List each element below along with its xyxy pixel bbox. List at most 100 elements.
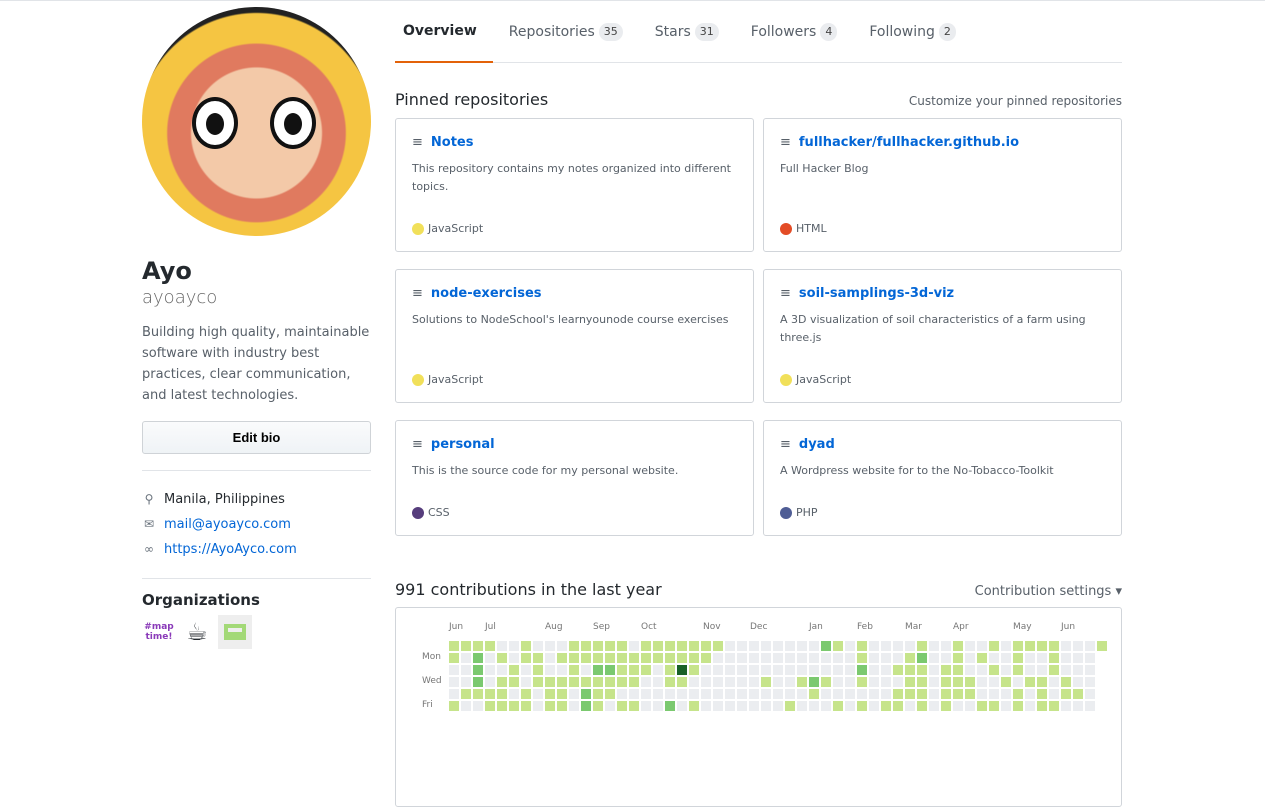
contribution-day-cell[interactable] xyxy=(821,689,831,699)
contribution-day-cell[interactable] xyxy=(569,665,579,675)
contribution-day-cell[interactable] xyxy=(917,653,927,663)
contribution-day-cell[interactable] xyxy=(485,653,495,663)
contribution-day-cell[interactable] xyxy=(965,653,975,663)
contribution-day-cell[interactable] xyxy=(497,641,507,651)
contribution-day-cell[interactable] xyxy=(521,701,531,711)
contribution-day-cell[interactable] xyxy=(773,689,783,699)
contribution-day-cell[interactable] xyxy=(917,641,927,651)
contribution-day-cell[interactable] xyxy=(713,653,723,663)
contribution-day-cell[interactable] xyxy=(521,641,531,651)
contribution-day-cell[interactable] xyxy=(953,641,963,651)
contribution-day-cell[interactable] xyxy=(1025,677,1035,687)
contribution-day-cell[interactable] xyxy=(605,653,615,663)
contribution-day-cell[interactable] xyxy=(917,665,927,675)
contribution-day-cell[interactable] xyxy=(785,701,795,711)
contribution-day-cell[interactable] xyxy=(557,689,567,699)
contribution-day-cell[interactable] xyxy=(701,665,711,675)
contribution-day-cell[interactable] xyxy=(941,641,951,651)
contribution-day-cell[interactable] xyxy=(725,701,735,711)
contribution-day-cell[interactable] xyxy=(533,641,543,651)
repo-name-link[interactable]: node-exercises xyxy=(430,286,542,301)
org-green[interactable] xyxy=(218,615,252,649)
contribution-day-cell[interactable] xyxy=(1013,701,1023,711)
contribution-day-cell[interactable] xyxy=(1013,677,1023,687)
contribution-day-cell[interactable] xyxy=(677,665,687,675)
contribution-day-cell[interactable] xyxy=(473,641,483,651)
contribution-day-cell[interactable] xyxy=(785,689,795,699)
contribution-day-cell[interactable] xyxy=(785,677,795,687)
contribution-day-cell[interactable] xyxy=(677,677,687,687)
contribution-day-cell[interactable] xyxy=(809,701,819,711)
contribution-day-cell[interactable] xyxy=(557,665,567,675)
contribution-day-cell[interactable] xyxy=(893,701,903,711)
contribution-day-cell[interactable] xyxy=(593,653,603,663)
contribution-day-cell[interactable] xyxy=(929,689,939,699)
contribution-day-cell[interactable] xyxy=(929,701,939,711)
contribution-day-cell[interactable] xyxy=(761,641,771,651)
contribution-day-cell[interactable] xyxy=(1013,641,1023,651)
contribution-day-cell[interactable] xyxy=(881,677,891,687)
contribution-day-cell[interactable] xyxy=(653,653,663,663)
contribution-day-cell[interactable] xyxy=(677,701,687,711)
contribution-day-cell[interactable] xyxy=(641,653,651,663)
contribution-day-cell[interactable] xyxy=(581,689,591,699)
contribution-day-cell[interactable] xyxy=(449,665,459,675)
contribution-day-cell[interactable] xyxy=(581,665,591,675)
contribution-day-cell[interactable] xyxy=(449,701,459,711)
contribution-day-cell[interactable] xyxy=(581,701,591,711)
contribution-day-cell[interactable] xyxy=(689,677,699,687)
tab-following[interactable]: Following 2 xyxy=(853,1,972,62)
contribution-day-cell[interactable] xyxy=(473,689,483,699)
contribution-day-cell[interactable] xyxy=(965,665,975,675)
contribution-day-cell[interactable] xyxy=(485,641,495,651)
contribution-day-cell[interactable] xyxy=(617,641,627,651)
contribution-day-cell[interactable] xyxy=(665,689,675,699)
contribution-day-cell[interactable] xyxy=(749,677,759,687)
contribution-day-cell[interactable] xyxy=(1013,653,1023,663)
contribution-day-cell[interactable] xyxy=(941,701,951,711)
contribution-day-cell[interactable] xyxy=(977,701,987,711)
contribution-day-cell[interactable] xyxy=(713,665,723,675)
contribution-day-cell[interactable] xyxy=(485,689,495,699)
contribution-day-cell[interactable] xyxy=(797,701,807,711)
contribution-day-cell[interactable] xyxy=(701,653,711,663)
contribution-day-cell[interactable] xyxy=(989,665,999,675)
contribution-day-cell[interactable] xyxy=(569,641,579,651)
contribution-day-cell[interactable] xyxy=(545,665,555,675)
contribution-day-cell[interactable] xyxy=(737,653,747,663)
contribution-day-cell[interactable] xyxy=(461,665,471,675)
contribution-day-cell[interactable] xyxy=(977,665,987,675)
contribution-day-cell[interactable] xyxy=(821,677,831,687)
contribution-day-cell[interactable] xyxy=(989,677,999,687)
contribution-day-cell[interactable] xyxy=(773,665,783,675)
contribution-day-cell[interactable] xyxy=(677,653,687,663)
contribution-day-cell[interactable] xyxy=(485,701,495,711)
contribution-day-cell[interactable] xyxy=(605,701,615,711)
contribution-day-cell[interactable] xyxy=(761,701,771,711)
contribution-day-cell[interactable] xyxy=(629,653,639,663)
contribution-day-cell[interactable] xyxy=(593,641,603,651)
contribution-day-cell[interactable] xyxy=(1049,665,1059,675)
contribution-day-cell[interactable] xyxy=(857,653,867,663)
contribution-day-cell[interactable] xyxy=(701,641,711,651)
contribution-day-cell[interactable] xyxy=(845,689,855,699)
contribution-day-cell[interactable] xyxy=(641,677,651,687)
contribution-day-cell[interactable] xyxy=(989,641,999,651)
contribution-day-cell[interactable] xyxy=(1037,689,1047,699)
contribution-day-cell[interactable] xyxy=(977,689,987,699)
contribution-day-cell[interactable] xyxy=(545,689,555,699)
contribution-day-cell[interactable] xyxy=(521,653,531,663)
contribution-day-cell[interactable] xyxy=(953,665,963,675)
contribution-day-cell[interactable] xyxy=(653,677,663,687)
contribution-day-cell[interactable] xyxy=(905,653,915,663)
contribution-day-cell[interactable] xyxy=(821,701,831,711)
contribution-day-cell[interactable] xyxy=(977,641,987,651)
contribution-day-cell[interactable] xyxy=(1001,701,1011,711)
contribution-day-cell[interactable] xyxy=(581,677,591,687)
tab-repositories[interactable]: Repositories 35 xyxy=(493,1,639,62)
contribution-day-cell[interactable] xyxy=(725,677,735,687)
contribution-day-cell[interactable] xyxy=(905,701,915,711)
contribution-day-cell[interactable] xyxy=(497,701,507,711)
contribution-day-cell[interactable] xyxy=(605,641,615,651)
contribution-day-cell[interactable] xyxy=(1001,653,1011,663)
